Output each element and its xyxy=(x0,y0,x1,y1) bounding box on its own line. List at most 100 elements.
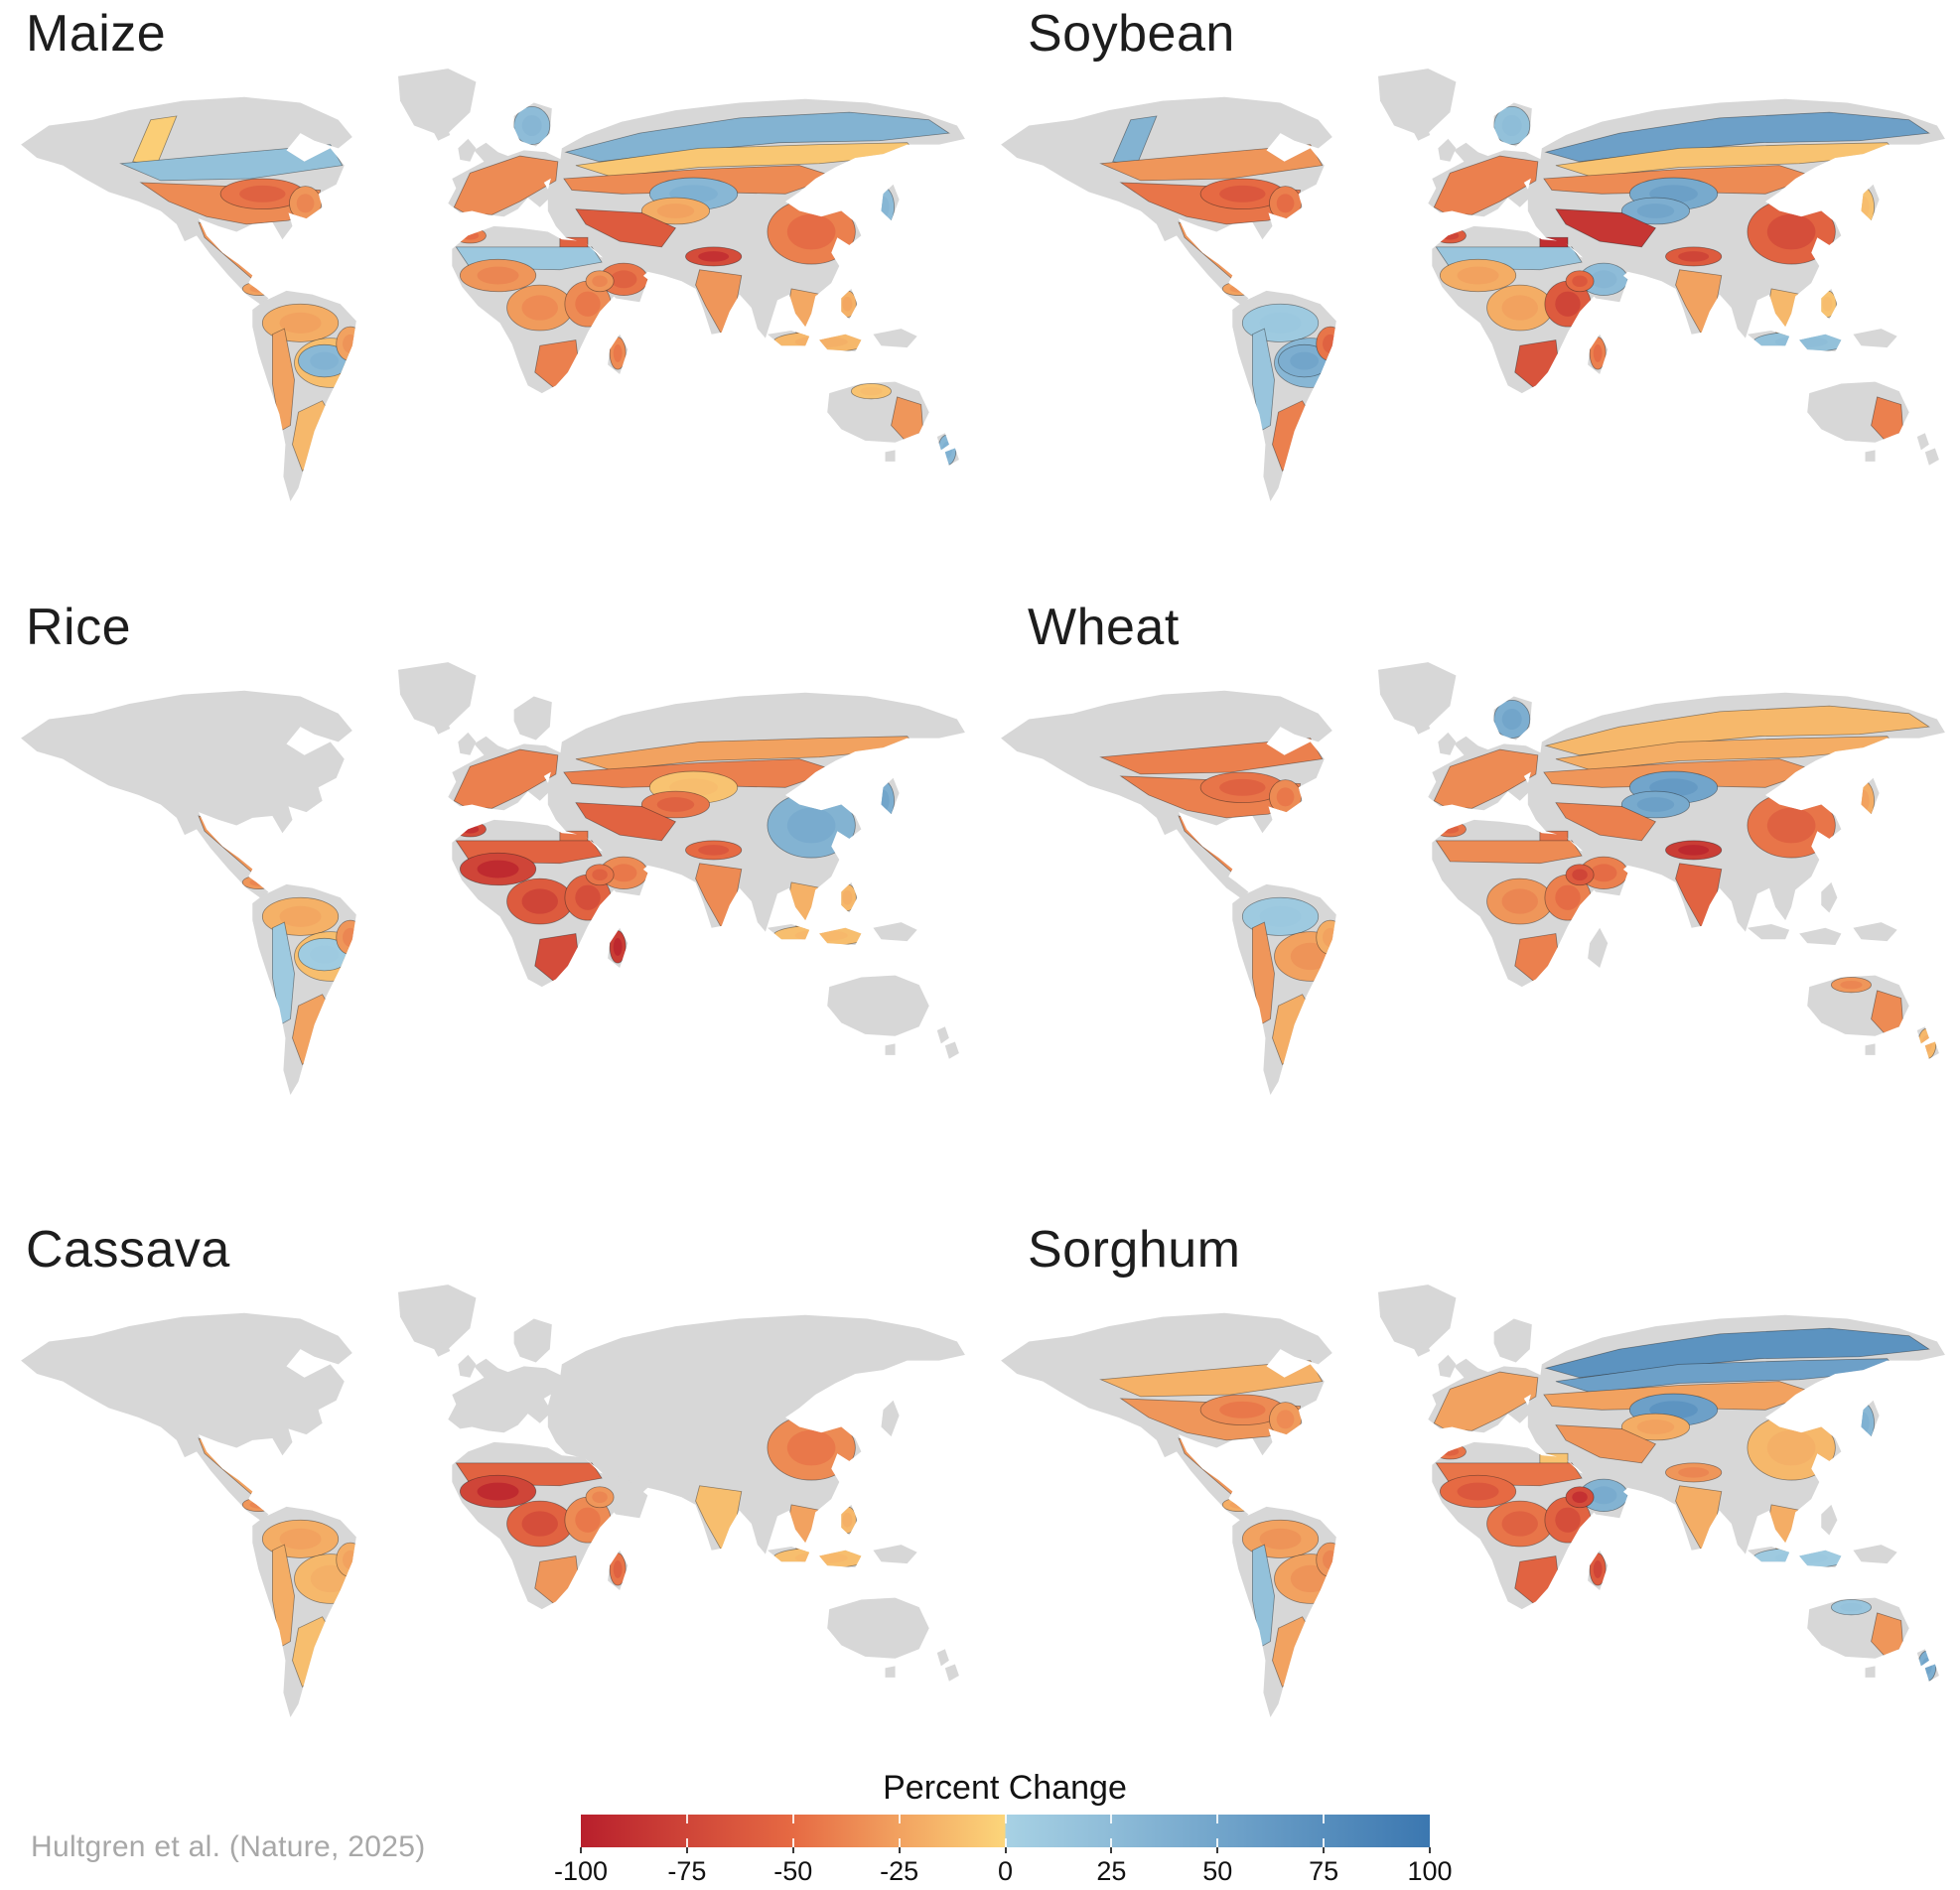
region-caribbean xyxy=(1256,246,1298,259)
region-eafrica-inner xyxy=(1555,1507,1581,1533)
region-brazil_east-inner xyxy=(343,927,358,947)
region-centam-inner xyxy=(249,1501,268,1509)
region-china_ne xyxy=(1788,174,1838,206)
world-map-svg-sorghum xyxy=(1001,1284,1945,1718)
region-caribbean-inner xyxy=(1265,1465,1288,1472)
region-caribbean xyxy=(276,1462,318,1475)
region-brazil_center-inner xyxy=(1290,942,1330,971)
world-map-svg-rice xyxy=(21,662,965,1096)
region-cafrica-inner xyxy=(521,888,558,914)
region-china_ne xyxy=(808,767,858,800)
region-arabia_r-inner xyxy=(1590,270,1617,289)
region-indonesia_r-inner xyxy=(794,1552,848,1564)
region-ethiopia-inner xyxy=(1572,1491,1588,1504)
region-nz_r-inner xyxy=(1921,1658,1932,1675)
region-china_east-inner xyxy=(1766,213,1816,250)
panel-title-maize: Maize xyxy=(26,5,167,63)
region-philippines_r-inner xyxy=(842,1512,853,1528)
region-ethiopia-inner xyxy=(592,869,608,881)
region-arabia_r-inner xyxy=(610,864,637,882)
region-sa_north-inner xyxy=(1259,312,1302,334)
colorbar-tick-label: -100 xyxy=(553,1856,609,1886)
region-china_east-inner xyxy=(786,1429,836,1466)
region-caribbean-inner xyxy=(285,843,308,850)
region-ethiopia-inner xyxy=(592,1491,608,1504)
region-centam xyxy=(241,281,275,296)
colorbar-notch xyxy=(1004,1838,1007,1847)
colorbar-tick-label: 0 xyxy=(997,1856,1014,1886)
panel-title-cassava: Cassava xyxy=(26,1221,230,1279)
world-map-svg-cassava xyxy=(21,1284,965,1718)
world-map-cassava xyxy=(1,1266,979,1740)
region-philippines_r-inner xyxy=(1822,296,1833,312)
region-eafrica-inner xyxy=(1555,291,1581,317)
region-japankorea-inner xyxy=(1857,1412,1870,1434)
world-map-maize xyxy=(1,50,979,524)
region-ethiopia-inner xyxy=(1572,869,1588,881)
region-arabia_r-inner xyxy=(610,270,637,289)
region-china_ne-inner xyxy=(1799,1398,1827,1415)
region-turkey_iran xyxy=(1555,1424,1657,1464)
region-madagascar_r-inner xyxy=(1593,343,1603,362)
region-caribbean xyxy=(276,840,318,853)
region-turkey_iran xyxy=(575,802,677,842)
region-turkey_iran xyxy=(1555,208,1657,248)
colorbar xyxy=(580,1815,1431,1853)
colorbar-notch xyxy=(1004,1815,1007,1823)
colorbar-notch xyxy=(791,1815,794,1823)
region-pak_him-inner xyxy=(1678,251,1710,262)
region-wafrica-inner xyxy=(477,1482,519,1501)
region-china_east-inner xyxy=(1766,1429,1816,1466)
region-andes xyxy=(271,921,295,1025)
region-wafrica-inner xyxy=(1457,266,1499,285)
region-madagascar_r-inner xyxy=(613,1559,623,1578)
region-madagascar_r-inner xyxy=(613,343,623,362)
region-australia_n-inner xyxy=(860,386,883,396)
region-philippines_r-inner xyxy=(842,889,853,905)
region-madagascar_r-inner xyxy=(613,937,623,956)
region-caribbean xyxy=(1256,1462,1298,1475)
region-ethiopia-inner xyxy=(592,275,608,288)
region-caribbean-inner xyxy=(285,249,308,256)
region-caribbean xyxy=(276,246,318,259)
region-brazil_blue-inner xyxy=(310,351,340,370)
colorbar-notch xyxy=(791,1838,794,1847)
region-wafrica-inner xyxy=(477,860,519,878)
region-australia_n-inner xyxy=(1840,1602,1863,1612)
panel-maize: Maize xyxy=(0,0,980,594)
colorbar-notch xyxy=(1323,1815,1326,1823)
region-scandinavia_r-inner xyxy=(1501,114,1522,136)
region-brazil_center-inner xyxy=(310,1564,350,1593)
region-brazil_east-inner xyxy=(1323,1550,1338,1569)
panel-wheat: Wheat xyxy=(980,594,1960,1187)
region-andes xyxy=(1251,328,1275,432)
region-eafrica-inner xyxy=(575,884,601,910)
region-europe_main xyxy=(1433,1371,1539,1431)
region-brazil_center-inner xyxy=(1290,1564,1330,1593)
region-scandinavia_r-inner xyxy=(1501,708,1522,730)
world-map-wheat xyxy=(981,643,1959,1118)
region-eafrica-inner xyxy=(1555,884,1581,910)
world-map-soybean xyxy=(981,50,1959,524)
region-centasia-inner xyxy=(656,203,695,218)
colorbar-tick-label: 100 xyxy=(1407,1856,1453,1886)
region-centam-inner xyxy=(249,878,268,886)
colorbar-notch xyxy=(1110,1815,1113,1823)
panel-title-rice: Rice xyxy=(26,599,132,656)
region-centasia-inner xyxy=(1636,797,1675,812)
region-japankorea-inner xyxy=(1857,789,1870,812)
region-japankorea-inner xyxy=(877,196,890,218)
region-morocco-inner xyxy=(1441,1447,1460,1456)
region-brazil_east-inner xyxy=(343,334,358,353)
region-centam xyxy=(1221,281,1255,296)
region-philippines_r-inner xyxy=(842,296,853,312)
colorbar-tick xyxy=(1110,1847,1113,1853)
region-china_ne xyxy=(1788,1390,1838,1422)
region-andes xyxy=(1251,1544,1275,1648)
colorbar-notch xyxy=(898,1815,901,1823)
region-brazil_blue-inner xyxy=(310,945,340,964)
region-andes xyxy=(271,1544,295,1648)
region-arabia_r-inner xyxy=(1590,1486,1617,1505)
region-japankorea-inner xyxy=(1857,196,1870,218)
region-wafrica-inner xyxy=(477,266,519,285)
